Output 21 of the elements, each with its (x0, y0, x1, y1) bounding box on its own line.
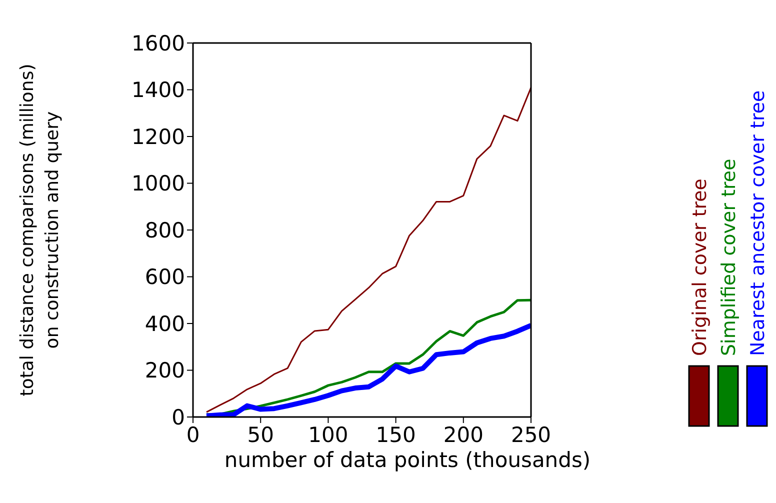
text: Simplified cover tree (718, 158, 740, 356)
x-axis-title: number of data points (thousands) (223, 448, 592, 472)
x-tick-label: 100 (308, 422, 348, 447)
y-tick-label: 1000 (132, 172, 185, 196)
y-tick-label: 1200 (132, 124, 185, 149)
line-series (206, 86, 531, 413)
text: Nearest ancestor cover tree (747, 90, 769, 356)
y-axis-title: total distance comparisons (millions) on construction and query (16, 62, 64, 398)
y-tick-label: 0 (172, 405, 185, 430)
text: Original cover tree (689, 178, 711, 356)
y-tick-label: 1400 (132, 78, 185, 102)
y-tick-label: 1600 (132, 31, 185, 56)
x-tick-label: 0 (186, 422, 200, 447)
y-tick-label: 400 (144, 312, 185, 336)
x-tick-label: 200 (443, 422, 484, 447)
y-tick-label: 800 (144, 218, 185, 242)
x-tick-label: 50 (247, 422, 274, 447)
y-tick-label: 200 (144, 358, 185, 383)
x-tick-label: 150 (376, 422, 416, 447)
y-tick-label: 600 (144, 265, 185, 290)
x-tick-label: 250 (510, 422, 552, 447)
